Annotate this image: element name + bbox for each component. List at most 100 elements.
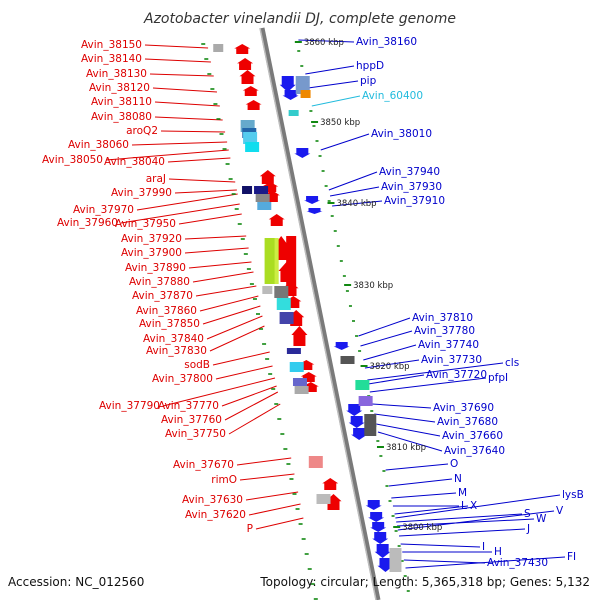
gene-label-right[interactable]: pfpI	[488, 372, 508, 384]
gene-label-left[interactable]: Avin_38150	[81, 39, 142, 51]
right-connector	[363, 344, 417, 361]
gene-label-left[interactable]: Avin_37860	[136, 305, 197, 317]
gene-label-right[interactable]: Avin_37930	[381, 181, 442, 193]
reverse-gene-arrow	[304, 196, 321, 204]
left-connector	[224, 391, 279, 421]
gene-box	[279, 312, 294, 324]
gene-label-left[interactable]: Avin_37760	[161, 414, 222, 426]
gene-label-right[interactable]: pip	[360, 75, 377, 87]
gene-label-left[interactable]: araJ	[146, 173, 166, 185]
gene-label-left[interactable]: Avin_37630	[182, 494, 243, 506]
reverse-gene-arrow	[346, 404, 363, 416]
gene-label-right[interactable]: Avin_37430	[487, 557, 548, 569]
gene-label-right[interactable]: cls	[505, 357, 519, 369]
reverse-gene-arrow	[294, 148, 311, 158]
gene-box-outer	[242, 186, 253, 194]
right-connector	[377, 431, 443, 452]
gene-label-right[interactable]: hppD	[356, 60, 384, 72]
left-connector	[199, 295, 259, 312]
gene-label-right[interactable]: FI	[567, 551, 576, 563]
gene-label-right[interactable]: Avin_37660	[442, 430, 503, 442]
right-connector	[329, 186, 380, 197]
left-connector	[239, 473, 295, 481]
gene-label-left[interactable]: Avin_37840	[143, 333, 204, 345]
gene-label-left[interactable]: Avin_38130	[86, 68, 147, 80]
gene-label-left[interactable]: Avin_37830	[146, 345, 207, 357]
gene-label-left[interactable]: Avin_37990	[111, 187, 172, 199]
left-connector	[184, 235, 247, 240]
gene-label-right[interactable]: Avin_37730	[421, 354, 482, 366]
gene-label-left[interactable]: Avin_37870	[132, 290, 193, 302]
gene-label-right[interactable]: Avin_37640	[444, 445, 505, 457]
gene-label-right[interactable]: Avin_37690	[433, 402, 494, 414]
gene-box	[257, 202, 272, 210]
gene-label-right[interactable]: J	[526, 523, 530, 535]
gene-label-right[interactable]: W	[536, 513, 547, 525]
gene-label-right[interactable]: Avin_37810	[412, 312, 473, 324]
gene-label-left[interactable]: Avin_38080	[91, 111, 152, 123]
gene-label-left[interactable]: Avin_38060	[68, 139, 129, 151]
gene-label-left[interactable]: Avin_37900	[121, 247, 182, 259]
gene-box	[274, 286, 289, 298]
gene-label-right[interactable]: X	[470, 500, 477, 512]
gene-label-left[interactable]: Avin_37960	[57, 217, 118, 229]
gene-label-right[interactable]: Avin_37940	[379, 166, 440, 178]
gene-label-right[interactable]: H	[494, 546, 502, 558]
left-connector	[215, 365, 273, 380]
right-connector	[405, 556, 566, 569]
gene-label-left[interactable]: Avin_38120	[89, 82, 150, 94]
gene-label-left[interactable]: Avin_37800	[152, 373, 213, 385]
gene-label-right[interactable]: Avin_38010	[371, 128, 432, 140]
left-connector	[202, 305, 261, 325]
gene-label-right[interactable]: M	[458, 487, 467, 499]
gene-label-right[interactable]: Avin_38160	[356, 36, 417, 48]
gene-label-left[interactable]: Avin_37620	[185, 509, 246, 521]
left-connector	[154, 101, 220, 107]
left-connector	[188, 261, 252, 269]
gene-label-left[interactable]: P	[247, 523, 253, 535]
gene-label-left[interactable]: Avin_37770	[158, 400, 219, 412]
gene-box	[289, 362, 304, 372]
gene-label-right[interactable]: S	[524, 508, 531, 520]
gene-label-left[interactable]: Avin_38040	[104, 156, 165, 168]
gene-label-left[interactable]: Avin_37880	[129, 276, 190, 288]
gene-label-left[interactable]: sodB	[184, 359, 210, 371]
gene-label-left[interactable]: Avin_37670	[173, 459, 234, 471]
gene-label-left[interactable]: Avin_37970	[73, 204, 134, 216]
kbp-tick-label: 3810 kbp	[386, 443, 426, 453]
gene-label-left[interactable]: Avin_37920	[121, 233, 182, 245]
gene-label-left[interactable]: Avin_38140	[81, 53, 142, 65]
gene-label-right[interactable]: L	[461, 500, 467, 512]
gene-label-right[interactable]: N	[454, 473, 462, 485]
gene-label-left[interactable]: Avin_37790	[99, 400, 160, 412]
gene-label-left[interactable]: Avin_37750	[165, 428, 226, 440]
left-connector	[245, 491, 299, 501]
gene-label-right[interactable]: I	[482, 541, 485, 553]
gene-box	[286, 348, 301, 354]
gene-box-outer	[262, 286, 273, 294]
gene-label-left[interactable]: Avin_37890	[125, 262, 186, 274]
gene-label-right[interactable]: Avin_37680	[437, 416, 498, 428]
gene-label-left[interactable]: rimO	[211, 474, 237, 486]
gene-label-left[interactable]: Avin_37850	[139, 318, 200, 330]
gene-box	[294, 386, 309, 394]
right-connector	[328, 171, 378, 191]
gene-label-right[interactable]: Avin_37720	[426, 369, 487, 381]
right-connector	[298, 39, 355, 43]
forward-gene-arrow	[322, 478, 339, 490]
gene-label-right[interactable]: lysB	[562, 489, 584, 501]
forward-gene-arrow	[259, 170, 276, 184]
kbp-tick-label: 3830 kbp	[353, 281, 393, 291]
gene-label-right[interactable]: V	[556, 505, 564, 517]
gene-label-right[interactable]: Avin_37780	[414, 325, 475, 337]
gene-label-right[interactable]: O	[450, 458, 458, 470]
gene-label-right[interactable]: Avin_37910	[384, 195, 445, 207]
gene-label-right[interactable]: Avin_37740	[418, 339, 479, 351]
gene-label-left[interactable]: aroQ2	[126, 125, 158, 137]
gene-box-right	[288, 110, 299, 116]
right-connector	[360, 330, 413, 347]
gene-label-left[interactable]: Avin_37950	[115, 218, 176, 230]
gene-label-left[interactable]: Avin_38050	[42, 154, 103, 166]
gene-label-right[interactable]: Avin_60400	[362, 90, 423, 102]
gene-label-left[interactable]: Avin_38110	[91, 96, 152, 108]
